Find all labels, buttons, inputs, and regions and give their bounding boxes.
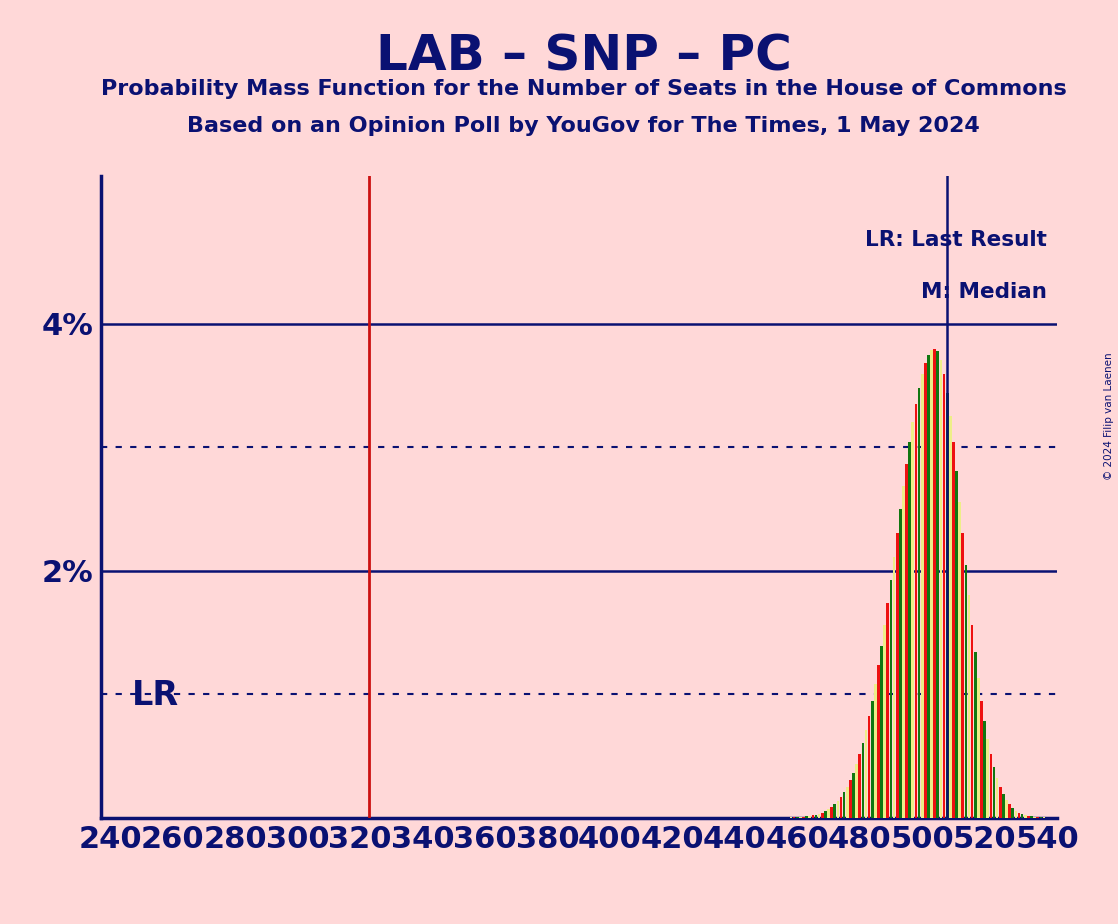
Text: LAB – SNP – PC: LAB – SNP – PC bbox=[376, 32, 792, 80]
Bar bbox=[805, 817, 808, 818]
Bar bbox=[921, 374, 923, 818]
Bar bbox=[827, 809, 830, 818]
Bar bbox=[817, 814, 821, 818]
Bar bbox=[923, 363, 927, 818]
Bar bbox=[996, 778, 998, 818]
Bar bbox=[880, 646, 883, 818]
Bar bbox=[846, 787, 849, 818]
Bar bbox=[899, 509, 901, 818]
Bar bbox=[1008, 804, 1011, 818]
Bar bbox=[984, 721, 986, 818]
Bar bbox=[906, 464, 908, 818]
Text: M: Median: M: Median bbox=[921, 282, 1048, 301]
Bar bbox=[961, 533, 964, 818]
Bar bbox=[1017, 812, 1021, 818]
Bar bbox=[986, 739, 989, 818]
Bar bbox=[1005, 800, 1007, 818]
Bar bbox=[911, 422, 915, 818]
Bar bbox=[883, 625, 887, 818]
Bar bbox=[1002, 794, 1005, 818]
Bar bbox=[833, 804, 836, 818]
Bar bbox=[980, 700, 983, 818]
Bar bbox=[852, 772, 855, 818]
Bar bbox=[927, 355, 930, 818]
Bar bbox=[1012, 808, 1014, 818]
Bar bbox=[878, 665, 880, 818]
Bar bbox=[808, 816, 811, 818]
Bar bbox=[1024, 815, 1026, 818]
Bar bbox=[862, 743, 864, 818]
Bar bbox=[890, 580, 892, 818]
Bar bbox=[893, 557, 896, 818]
Bar bbox=[989, 754, 993, 818]
Bar bbox=[939, 360, 942, 818]
Bar bbox=[896, 533, 899, 818]
Bar bbox=[802, 817, 805, 818]
Bar bbox=[1014, 810, 1017, 818]
Bar bbox=[993, 767, 995, 818]
Bar bbox=[855, 764, 858, 818]
Bar bbox=[868, 716, 871, 818]
Bar bbox=[958, 502, 961, 818]
Bar bbox=[821, 812, 824, 818]
Bar bbox=[946, 393, 948, 818]
Text: Based on an Opinion Poll by YouGov for The Times, 1 May 2024: Based on an Opinion Poll by YouGov for T… bbox=[187, 116, 980, 136]
Bar bbox=[871, 700, 873, 818]
Bar bbox=[953, 442, 955, 818]
Bar bbox=[974, 652, 977, 818]
Bar bbox=[843, 793, 845, 818]
Bar bbox=[918, 387, 920, 818]
Bar bbox=[968, 595, 970, 818]
Bar bbox=[977, 678, 979, 818]
Bar bbox=[836, 801, 840, 818]
Bar bbox=[902, 486, 904, 818]
Bar bbox=[908, 442, 911, 818]
Bar bbox=[965, 565, 967, 818]
Bar bbox=[934, 348, 936, 818]
Bar bbox=[840, 797, 842, 818]
Text: LR: Last Result: LR: Last Result bbox=[865, 230, 1048, 250]
Text: LR: LR bbox=[132, 679, 179, 711]
Bar bbox=[864, 730, 868, 818]
Bar bbox=[937, 351, 939, 818]
Bar bbox=[831, 807, 833, 818]
Bar bbox=[970, 625, 974, 818]
Bar bbox=[915, 404, 917, 818]
Bar bbox=[1027, 816, 1030, 818]
Bar bbox=[1030, 817, 1033, 818]
Bar bbox=[815, 815, 817, 818]
Bar bbox=[949, 416, 951, 818]
Text: Probability Mass Function for the Number of Seats in the House of Commons: Probability Mass Function for the Number… bbox=[101, 79, 1067, 99]
Bar bbox=[859, 754, 861, 818]
Text: © 2024 Filip van Laenen: © 2024 Filip van Laenen bbox=[1105, 352, 1114, 480]
Bar bbox=[955, 471, 958, 818]
Bar bbox=[812, 815, 814, 818]
Bar bbox=[999, 787, 1002, 818]
Bar bbox=[874, 684, 877, 818]
Bar bbox=[942, 374, 946, 818]
Bar bbox=[849, 781, 852, 818]
Bar bbox=[824, 811, 826, 818]
Bar bbox=[1021, 814, 1023, 818]
Bar bbox=[930, 350, 932, 818]
Bar bbox=[887, 602, 889, 818]
